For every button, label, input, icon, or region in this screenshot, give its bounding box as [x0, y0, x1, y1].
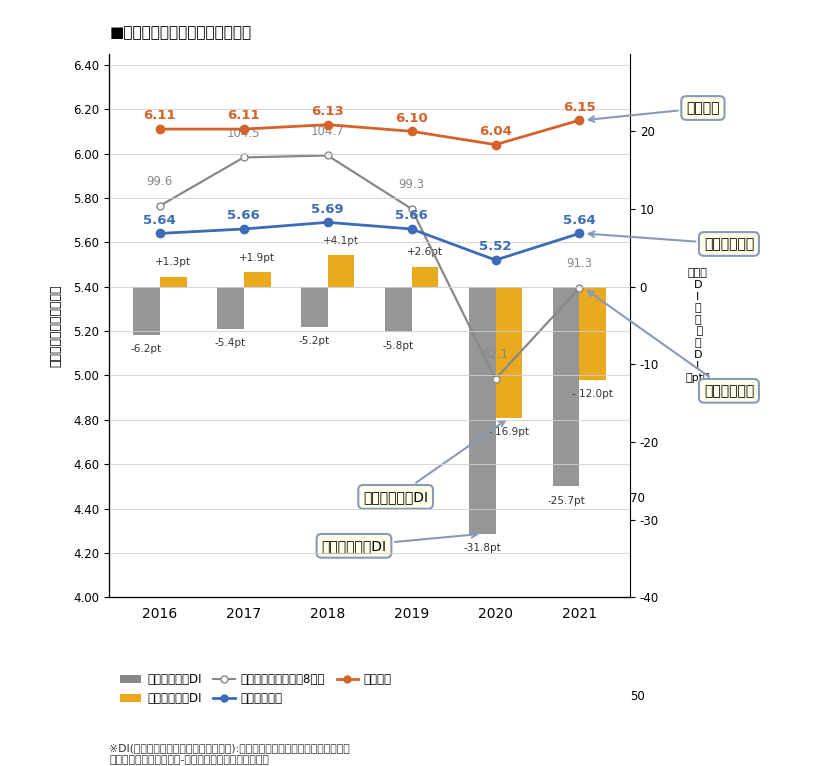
Text: - 16.9pt: - 16.9pt: [488, 427, 529, 437]
Y-axis label: 地域元気指数・幸せ指数: 地域元気指数・幸せ指数: [50, 284, 62, 367]
Text: 5.64: 5.64: [563, 214, 596, 227]
Text: 91.3: 91.3: [566, 257, 592, 270]
Text: 5.64: 5.64: [144, 214, 176, 227]
Text: 6.11: 6.11: [228, 110, 260, 123]
Bar: [412, 267, 438, 286]
Bar: [217, 286, 244, 329]
Text: -31.8pt: -31.8pt: [463, 543, 501, 553]
Text: 99.3: 99.3: [398, 178, 425, 191]
Legend: 地域の元気度DI, 個人の幸せ感DI, 景気動向指数（各年8月）, 地域元気指数, 幸せ指数: 地域の元気度DI, 個人の幸せ感DI, 景気動向指数（各年8月）, 地域元気指数…: [115, 669, 396, 710]
Text: +1.9pt: +1.9pt: [239, 253, 276, 263]
Bar: [580, 286, 606, 380]
Text: 6.15: 6.15: [563, 100, 596, 113]
Text: +2.6pt: +2.6pt: [407, 247, 443, 257]
Text: 個人の幸せ感DI: 個人の幸せ感DI: [363, 421, 505, 504]
Bar: [496, 286, 522, 418]
Text: 5.66: 5.66: [395, 209, 428, 222]
Text: 6.10: 6.10: [395, 112, 428, 125]
Text: -5.2pt: -5.2pt: [299, 336, 330, 346]
Text: ■地域元気指数・幸せ指数の推移: ■地域元気指数・幸せ指数の推移: [109, 25, 251, 40]
Bar: [133, 286, 160, 335]
Text: 6.04: 6.04: [479, 125, 512, 138]
Text: -5.4pt: -5.4pt: [215, 338, 246, 348]
Bar: [385, 286, 412, 332]
Text: -6.2pt: -6.2pt: [131, 344, 162, 354]
Text: +1.3pt: +1.3pt: [155, 257, 192, 267]
Text: 104.7: 104.7: [311, 125, 344, 138]
Text: 地域元気指数: 地域元気指数: [589, 231, 754, 251]
Text: 5.66: 5.66: [228, 209, 260, 222]
Bar: [301, 286, 328, 327]
Bar: [244, 272, 270, 286]
Text: 5.52: 5.52: [480, 241, 512, 254]
Text: +4.1pt: +4.1pt: [323, 235, 359, 246]
Text: 6.11: 6.11: [144, 110, 176, 123]
Text: 82.1: 82.1: [482, 349, 508, 361]
Text: 104.5: 104.5: [227, 126, 260, 139]
Bar: [160, 277, 186, 286]
Text: 6.13: 6.13: [312, 105, 344, 118]
Text: -25.7pt: -25.7pt: [547, 496, 585, 506]
Text: 70: 70: [630, 492, 645, 505]
Y-axis label: 元気度
D
I
・
幸
 せ
感
D
I
（pt）: 元気度 D I ・ 幸 せ 感 D I （pt）: [685, 268, 710, 383]
Text: 景気動向指数: 景気動向指数: [588, 291, 754, 398]
Text: 幸せ指数: 幸せ指数: [589, 101, 720, 122]
Text: ※DI(ディフュージョン・インデックス):対前年からの変化の方向性を示す指数
　「増えた」の回答割合-「減った」の回答割合で算出: ※DI(ディフュージョン・インデックス):対前年からの変化の方向性を示す指数 「…: [109, 743, 350, 764]
Bar: [328, 255, 354, 286]
Text: 99.6: 99.6: [147, 175, 173, 188]
Text: 5.69: 5.69: [312, 203, 344, 216]
Bar: [469, 286, 496, 534]
Text: 地域の元気度DI: 地域の元気度DI: [322, 532, 477, 553]
Text: - 12.0pt: - 12.0pt: [572, 389, 613, 399]
Text: 50: 50: [630, 690, 645, 703]
Text: -5.8pt: -5.8pt: [382, 341, 414, 351]
Bar: [553, 286, 580, 486]
